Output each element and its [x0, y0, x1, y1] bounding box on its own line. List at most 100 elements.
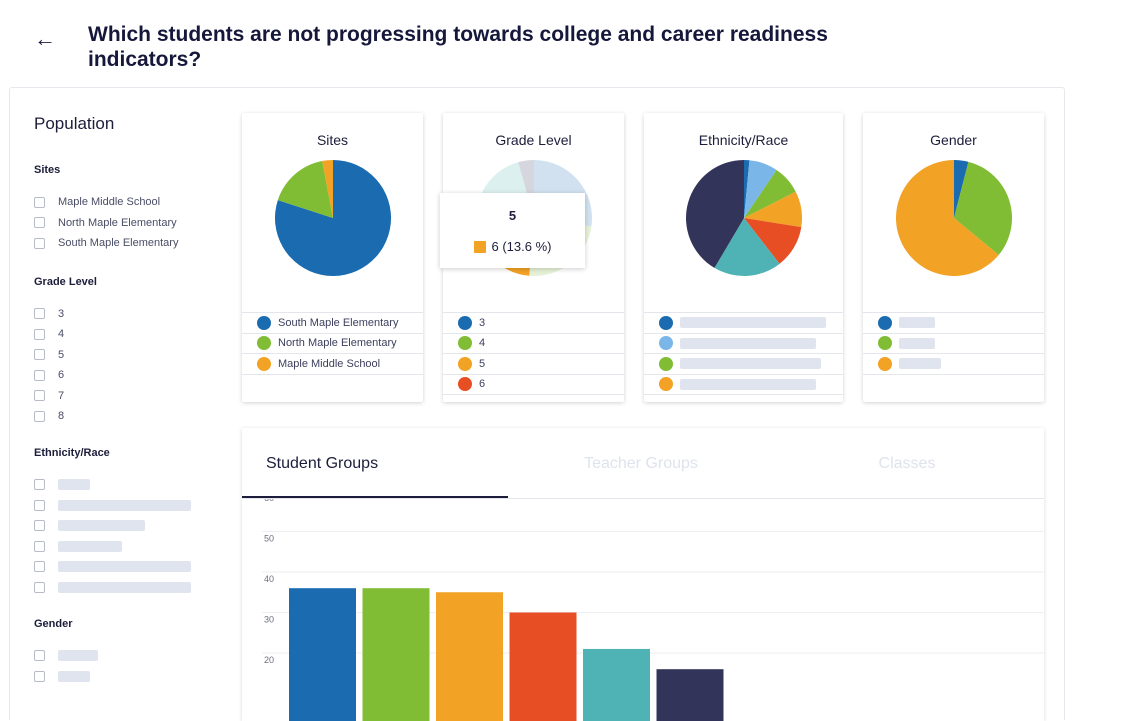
filter-option[interactable]: [34, 536, 234, 557]
filter-option[interactable]: North Maple Elementary: [34, 213, 234, 234]
filter-option-label: North Maple Elementary: [58, 217, 177, 229]
legend-item[interactable]: 5: [443, 354, 624, 375]
checkbox[interactable]: [34, 197, 45, 208]
legend-item[interactable]: [644, 375, 843, 396]
filter-option[interactable]: [34, 557, 234, 578]
filter-option[interactable]: [34, 475, 234, 496]
filter-option[interactable]: [34, 495, 234, 516]
pie-tooltip: 5 6 (13.6 %): [440, 193, 585, 268]
checkbox[interactable]: [34, 671, 45, 682]
pie-chart: [273, 158, 393, 278]
redacted-label: [58, 520, 145, 531]
legend-item[interactable]: Maple Middle School: [242, 354, 423, 375]
checkbox[interactable]: [34, 329, 45, 340]
legend-item[interactable]: [644, 313, 843, 334]
bar[interactable]: [657, 669, 724, 721]
filter-group-title: Sites: [34, 164, 234, 176]
y-tick-label: 40: [264, 574, 274, 584]
redacted-label: [58, 582, 191, 593]
legend-item[interactable]: 4: [443, 334, 624, 355]
bar[interactable]: [436, 592, 503, 721]
tab-student-groups[interactable]: Student Groups: [242, 428, 508, 498]
pie-title: Ethnicity/Race: [644, 132, 843, 148]
legend-dot: [458, 357, 472, 371]
legend-item[interactable]: South Maple Elementary: [242, 313, 423, 334]
filter-option[interactable]: 5: [34, 345, 234, 366]
legend-item[interactable]: North Maple Elementary: [242, 334, 423, 355]
legend-dot: [659, 377, 673, 391]
bar[interactable]: [363, 588, 430, 721]
legend-dot: [659, 316, 673, 330]
redacted-label: [58, 650, 98, 661]
redacted-label: [58, 561, 191, 572]
y-tick-label: 50: [264, 534, 274, 544]
redacted-label: [58, 541, 122, 552]
filter-group-title: Gender: [34, 618, 234, 630]
bar[interactable]: [583, 649, 650, 721]
checkbox[interactable]: [34, 500, 45, 511]
tab-teacher-groups[interactable]: Teacher Groups: [508, 428, 774, 498]
checkbox[interactable]: [34, 479, 45, 490]
checkbox[interactable]: [34, 541, 45, 552]
legend-dot: [458, 316, 472, 330]
filter-option[interactable]: 6: [34, 365, 234, 386]
page-title: Which students are not progressing towar…: [88, 22, 908, 72]
filter-option[interactable]: Maple Middle School: [34, 192, 234, 213]
y-tick-label: 30: [264, 615, 274, 625]
filter-option[interactable]: 8: [34, 406, 234, 427]
redacted-label: [899, 338, 935, 349]
checkbox[interactable]: [34, 650, 45, 661]
checkbox[interactable]: [34, 520, 45, 531]
filter-option[interactable]: [34, 666, 234, 687]
pie-card-ethnicity-race: Ethnicity/Race: [644, 113, 843, 402]
tooltip-title: 5: [440, 208, 585, 223]
checkbox[interactable]: [34, 238, 45, 249]
legend-label: North Maple Elementary: [278, 337, 397, 349]
checkbox[interactable]: [34, 390, 45, 401]
filter-option[interactable]: 4: [34, 324, 234, 345]
filter-option-label: 5: [58, 349, 64, 361]
legend-item[interactable]: [644, 354, 843, 375]
tab-classes[interactable]: Classes: [774, 428, 1040, 498]
legend-item[interactable]: [863, 354, 1044, 375]
pie-legend: [644, 312, 843, 395]
filter-option-label: 4: [58, 328, 64, 340]
checkbox[interactable]: [34, 561, 45, 572]
filter-option[interactable]: [34, 516, 234, 537]
filter-option[interactable]: [34, 577, 234, 598]
sidebar-title: Population: [34, 114, 234, 134]
checkbox[interactable]: [34, 308, 45, 319]
tooltip-swatch: [474, 241, 486, 253]
redacted-label: [899, 317, 935, 328]
tooltip-value: 6 (13.6 %): [492, 239, 552, 254]
legend-item[interactable]: 3: [443, 313, 624, 334]
checkbox[interactable]: [34, 217, 45, 228]
redacted-label: [899, 358, 941, 369]
filter-option[interactable]: 7: [34, 386, 234, 407]
legend-item[interactable]: [863, 313, 1044, 334]
legend-item[interactable]: [644, 334, 843, 355]
filter-option[interactable]: South Maple Elementary: [34, 233, 234, 254]
legend-item[interactable]: [863, 334, 1044, 355]
bar[interactable]: [289, 588, 356, 721]
redacted-label: [58, 671, 90, 682]
checkbox[interactable]: [34, 370, 45, 381]
checkbox[interactable]: [34, 349, 45, 360]
back-arrow-icon[interactable]: ←: [34, 26, 56, 52]
legend-label: 3: [479, 317, 485, 329]
pie-title: Grade Level: [443, 132, 624, 148]
legend-dot: [659, 357, 673, 371]
checkbox[interactable]: [34, 411, 45, 422]
filter-option[interactable]: 3: [34, 304, 234, 325]
legend-dot: [878, 357, 892, 371]
legend-item[interactable]: 6: [443, 375, 624, 396]
checkbox[interactable]: [34, 582, 45, 593]
redacted-label: [58, 479, 90, 490]
bar[interactable]: [510, 613, 577, 721]
filter-option-label: 7: [58, 390, 64, 402]
filter-option[interactable]: [34, 646, 234, 667]
